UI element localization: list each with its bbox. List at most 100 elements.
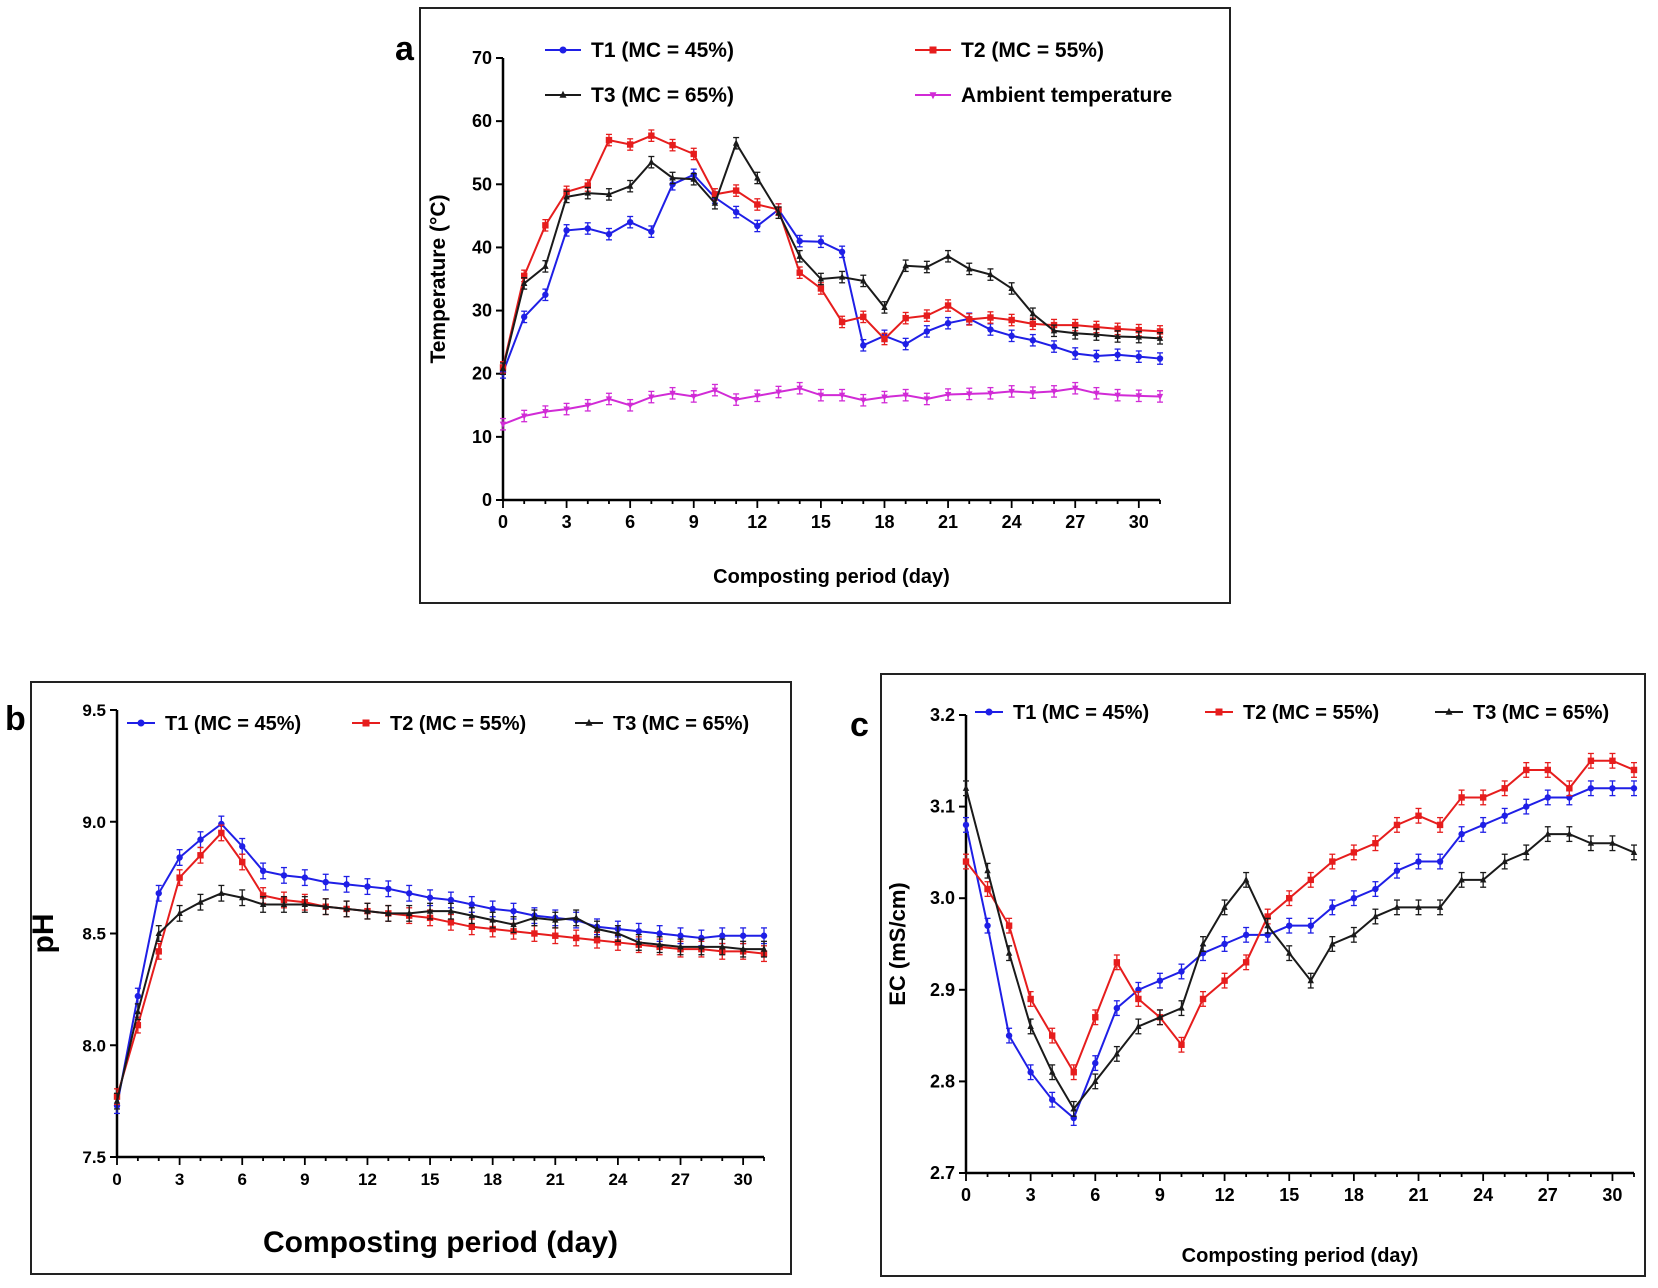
data-point: [364, 883, 371, 890]
data-point: [711, 387, 719, 394]
data-point: [1436, 821, 1444, 829]
data-point: [1221, 903, 1228, 910]
data-point: [489, 925, 496, 933]
data-point: [197, 898, 204, 905]
data-point: [966, 391, 973, 398]
data-point: [1350, 931, 1358, 938]
data-point: [1027, 1022, 1034, 1029]
data-point: [385, 909, 392, 916]
data-point: [593, 925, 601, 932]
x-tick-label: 12: [1215, 1185, 1235, 1205]
x-axis-label: Composting period (day): [263, 1226, 618, 1259]
legend-marker: [985, 708, 993, 716]
legend-marker: [1215, 708, 1223, 716]
data-point: [987, 270, 994, 278]
x-tick-label: 27: [1538, 1185, 1558, 1205]
y-axis-label: Temperature (°C): [427, 194, 450, 363]
data-point: [259, 900, 267, 908]
data-point: [1029, 337, 1037, 344]
data-point: [754, 222, 761, 230]
data-point: [176, 909, 183, 916]
data-point: [754, 201, 761, 208]
data-point: [698, 943, 705, 950]
y-tick-label: 10: [472, 427, 492, 447]
data-point: [1048, 1032, 1056, 1039]
data-point: [1027, 1069, 1034, 1076]
data-point: [155, 890, 162, 897]
series-line: [502, 134, 1161, 368]
data-point: [1566, 785, 1573, 792]
data-point: [1093, 323, 1100, 331]
data-point: [1008, 388, 1015, 396]
data-point: [1264, 913, 1271, 920]
data-point: [719, 943, 726, 950]
data-point: [1415, 812, 1422, 819]
data-point: [605, 136, 613, 144]
legend-entry: T3 (MC = 65%): [591, 84, 734, 107]
y-tick-label: 3.0: [930, 888, 955, 908]
x-tick-label: 30: [1602, 1185, 1622, 1205]
data-point: [1093, 352, 1100, 360]
data-point: [1092, 1014, 1099, 1021]
data-point: [944, 302, 952, 309]
data-point: [923, 312, 931, 319]
data-point: [134, 992, 142, 1000]
data-point: [301, 900, 309, 908]
data-point: [838, 248, 846, 256]
data-point: [239, 843, 246, 850]
x-tick-label: 9: [300, 1170, 309, 1189]
data-point: [364, 907, 371, 914]
data-point: [760, 945, 768, 952]
series-line: [965, 759, 1635, 1075]
data-point: [218, 889, 225, 896]
data-point: [1114, 332, 1121, 340]
data-point: [155, 948, 162, 955]
data-point: [984, 866, 991, 874]
data-point: [1523, 766, 1530, 774]
data-point: [1609, 785, 1616, 792]
data-point: [489, 916, 496, 923]
data-point: [635, 928, 642, 935]
data-point: [1005, 949, 1013, 956]
data-point: [838, 273, 846, 280]
data-point: [1156, 334, 1164, 341]
data-point: [1393, 867, 1401, 874]
data-point: [966, 265, 973, 272]
data-point: [1029, 320, 1037, 328]
series-line: [116, 892, 764, 1102]
data-point: [510, 920, 517, 928]
data-point: [301, 874, 309, 881]
data-point: [1092, 1059, 1099, 1067]
data-point: [343, 881, 350, 888]
y-tick-label: 3.1: [930, 797, 955, 817]
data-point: [860, 397, 867, 405]
data-point: [817, 285, 825, 292]
data-point: [902, 261, 909, 269]
data-point: [944, 391, 952, 399]
data-point: [796, 385, 803, 393]
legend-entry: T1 (MC = 45%): [591, 39, 734, 62]
data-point: [584, 225, 591, 232]
data-point: [197, 836, 204, 843]
legend-entry: T1 (MC = 45%): [1013, 702, 1149, 724]
data-point: [447, 896, 455, 904]
legend-marker: [362, 719, 370, 727]
data-point: [1156, 355, 1164, 362]
data-point: [1008, 284, 1015, 292]
data-point: [489, 905, 496, 913]
data-point: [962, 821, 970, 829]
data-point: [1350, 895, 1358, 902]
y-tick-label: 60: [472, 111, 492, 131]
legend-entry: T1 (MC = 45%): [165, 713, 301, 735]
data-point: [584, 189, 591, 196]
y-tick-label: 20: [472, 364, 492, 384]
data-point: [690, 150, 697, 158]
data-point: [732, 187, 740, 194]
data-point: [1135, 333, 1143, 340]
data-point: [1093, 390, 1100, 398]
data-point: [593, 937, 601, 944]
panel-c-frame: [880, 673, 1646, 1277]
data-point: [499, 421, 507, 429]
data-point: [1393, 903, 1401, 910]
data-point: [542, 409, 549, 416]
